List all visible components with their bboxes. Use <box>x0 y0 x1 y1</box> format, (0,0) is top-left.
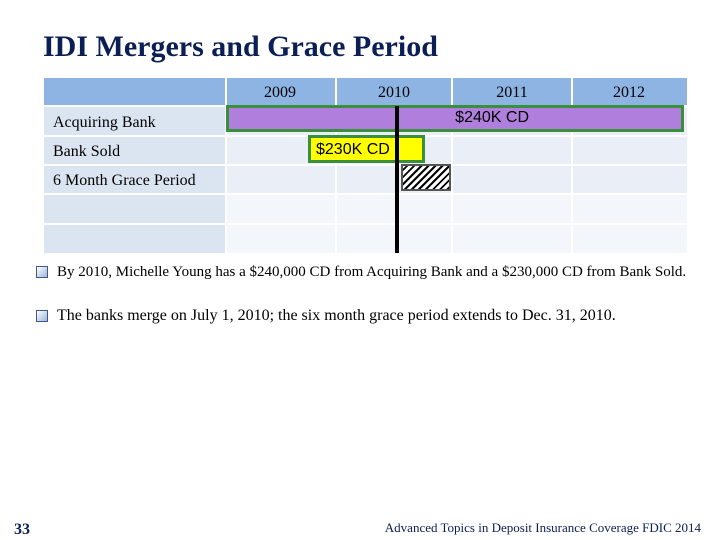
bullet-text: By 2010, Michelle Young has a $240,000 C… <box>57 264 687 280</box>
slide-title: IDI Mergers and Grace Period <box>43 30 438 63</box>
row-label-acquiring-bank: Acquiring Bank <box>53 114 156 131</box>
bank-sold-cd-label: $230K CD <box>316 141 390 158</box>
bullet-list: By 2010, Michelle Young has a $240,000 C… <box>36 262 702 326</box>
timeline-header-row <box>44 78 687 105</box>
grace-period-hatched-bar <box>401 164 451 191</box>
bullet-text: The banks merge on July 1, 2010; the six… <box>57 307 616 324</box>
year-2011-label: 2011 <box>496 84 528 101</box>
bank-sold-cd-bar: $230K CD <box>308 135 425 163</box>
year-2012-label: 2012 <box>613 84 645 101</box>
row-label-grace-period: 6 Month Grace Period <box>53 172 196 189</box>
label-column <box>44 105 225 253</box>
bullet-box-icon <box>36 266 48 278</box>
merger-date-line <box>395 106 399 253</box>
bullet-item: The banks merge on July 1, 2010; the six… <box>36 306 702 326</box>
footer-text: Advanced Topics in Deposit Insurance Cov… <box>384 520 701 535</box>
acquiring-bank-cd-bar: $240K CD <box>226 105 684 132</box>
bullet-box-icon <box>36 310 48 322</box>
grid-line <box>44 193 687 195</box>
year-2009-label: 2009 <box>264 84 296 101</box>
page-number: 33 <box>14 521 30 538</box>
grid-line <box>44 223 687 225</box>
row-label-bank-sold: Bank Sold <box>53 143 121 160</box>
bullet-item: By 2010, Michelle Young has a $240,000 C… <box>36 262 702 282</box>
acquiring-bank-cd-label: $240K CD <box>455 109 529 126</box>
grid-line <box>44 164 687 166</box>
year-2010-label: 2010 <box>378 84 410 101</box>
timeline-table: 2009 2010 2011 2012 Acquiring Bank Bank … <box>44 78 687 253</box>
